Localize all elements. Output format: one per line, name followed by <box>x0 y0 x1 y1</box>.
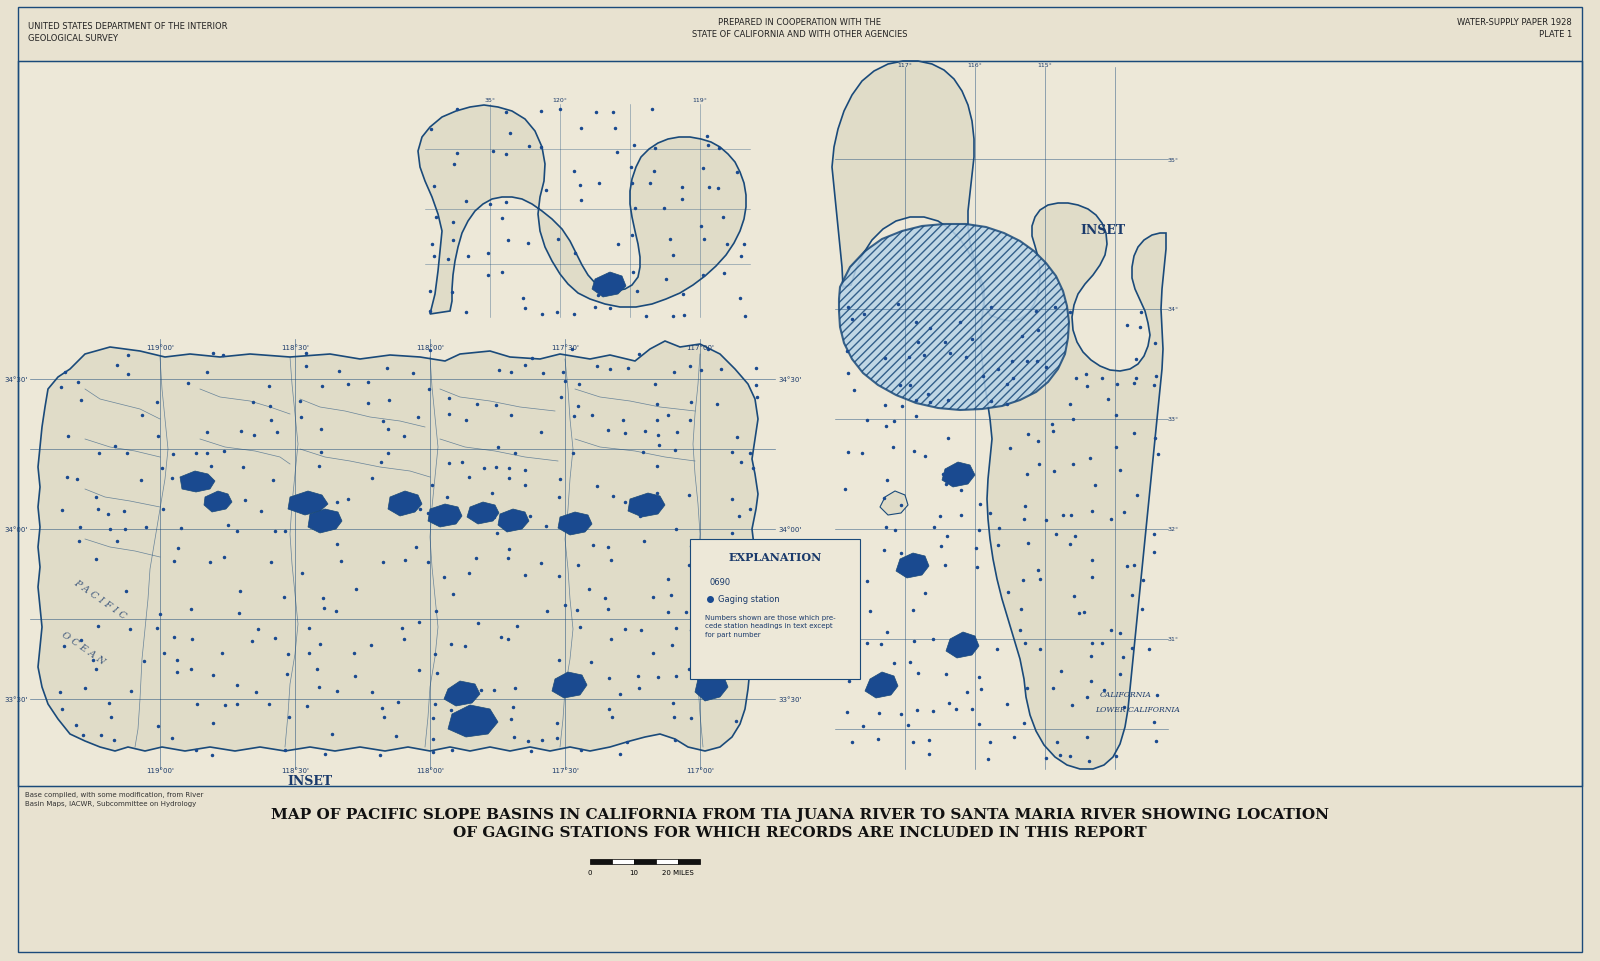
Bar <box>656 859 678 864</box>
Text: 10: 10 <box>629 869 638 875</box>
Bar <box>678 859 701 864</box>
Polygon shape <box>866 673 898 699</box>
Text: 120°: 120° <box>552 98 568 103</box>
Text: UNITED STATES DEPARTMENT OF THE INTERIOR: UNITED STATES DEPARTMENT OF THE INTERIOR <box>29 22 227 31</box>
Text: 34°00': 34°00' <box>5 527 29 532</box>
Text: 117°: 117° <box>898 62 912 68</box>
Polygon shape <box>838 225 1069 410</box>
Polygon shape <box>942 462 974 487</box>
Text: P A C I F I C: P A C I F I C <box>72 578 128 621</box>
Text: 119°: 119° <box>693 98 707 103</box>
Polygon shape <box>205 491 232 512</box>
Polygon shape <box>467 503 499 525</box>
Bar <box>590 859 611 864</box>
Text: INSET: INSET <box>1080 223 1125 236</box>
Text: 34°00': 34°00' <box>778 527 802 532</box>
Text: STATE OF CALIFORNIA AND WITH OTHER AGENCIES: STATE OF CALIFORNIA AND WITH OTHER AGENC… <box>693 30 907 39</box>
Text: 119°00': 119°00' <box>146 345 174 351</box>
Bar <box>18 62 1582 786</box>
Polygon shape <box>288 491 328 515</box>
Text: 117°30': 117°30' <box>550 345 579 351</box>
Polygon shape <box>698 648 734 676</box>
Text: 20 MILES: 20 MILES <box>662 869 694 875</box>
Text: 33°30': 33°30' <box>5 697 29 702</box>
Text: 0690: 0690 <box>710 578 731 586</box>
Polygon shape <box>694 674 728 702</box>
Text: 117°00': 117°00' <box>686 345 714 351</box>
Text: 34°30': 34°30' <box>778 377 802 382</box>
Text: O C E A N: O C E A N <box>61 629 107 666</box>
Text: WATER-SUPPLY PAPER 1928: WATER-SUPPLY PAPER 1928 <box>1458 18 1571 27</box>
Polygon shape <box>179 472 214 492</box>
Polygon shape <box>946 632 979 658</box>
Polygon shape <box>627 494 666 517</box>
Text: 35°: 35° <box>1168 158 1179 162</box>
Text: 115°: 115° <box>1038 62 1053 68</box>
Text: 119°00': 119°00' <box>146 767 174 774</box>
Polygon shape <box>498 509 530 532</box>
Text: PLATE 1: PLATE 1 <box>1539 30 1571 39</box>
Text: Base compiled, with some modification, from River
Basin Maps, IACWR, Subcommitte: Base compiled, with some modification, f… <box>26 791 203 806</box>
Text: 117°30': 117°30' <box>550 767 579 774</box>
Polygon shape <box>592 273 626 298</box>
Text: 116°: 116° <box>968 62 982 68</box>
Text: 34°30': 34°30' <box>5 377 29 382</box>
Text: CALIFORNIA: CALIFORNIA <box>1101 690 1152 699</box>
Bar <box>611 859 634 864</box>
Text: 32°: 32° <box>1168 527 1179 532</box>
Text: 117°00': 117°00' <box>686 767 714 774</box>
Polygon shape <box>896 554 930 579</box>
Text: 34°: 34° <box>1168 308 1179 312</box>
Text: 33°30': 33°30' <box>778 697 802 702</box>
Text: Numbers shown are those which pre-
cede station headings in text except
for part: Numbers shown are those which pre- cede … <box>706 614 835 637</box>
Text: 33°: 33° <box>1168 417 1179 422</box>
Bar <box>690 539 861 679</box>
Text: INSET: INSET <box>288 775 333 787</box>
Polygon shape <box>387 491 422 516</box>
Polygon shape <box>448 705 498 737</box>
Text: 118°30': 118°30' <box>282 767 309 774</box>
Polygon shape <box>307 509 342 533</box>
Polygon shape <box>429 505 462 528</box>
Text: LOWER CALIFORNIA: LOWER CALIFORNIA <box>1094 705 1179 713</box>
Bar <box>634 859 656 864</box>
Polygon shape <box>38 342 758 752</box>
Text: 0: 0 <box>587 869 592 875</box>
Polygon shape <box>832 62 1166 769</box>
Text: OF GAGING STATIONS FOR WHICH RECORDS ARE INCLUDED IN THIS REPORT: OF GAGING STATIONS FOR WHICH RECORDS ARE… <box>453 825 1147 839</box>
Text: Gaging station: Gaging station <box>718 595 779 604</box>
Text: GEOLOGICAL SURVEY: GEOLOGICAL SURVEY <box>29 34 118 43</box>
Text: 118°00': 118°00' <box>416 345 443 351</box>
Text: 35°: 35° <box>485 98 496 103</box>
Text: MAP OF PACIFIC SLOPE BASINS IN CALIFORNIA FROM TIA JUANA RIVER TO SANTA MARIA RI: MAP OF PACIFIC SLOPE BASINS IN CALIFORNI… <box>270 807 1330 821</box>
Text: EXPLANATION: EXPLANATION <box>728 552 822 562</box>
Text: 31°: 31° <box>1168 637 1179 642</box>
Polygon shape <box>880 491 909 515</box>
Polygon shape <box>445 681 480 706</box>
Polygon shape <box>558 512 592 535</box>
Text: 118°30': 118°30' <box>282 345 309 351</box>
Text: 118°00': 118°00' <box>416 767 443 774</box>
Polygon shape <box>552 673 587 699</box>
Text: PREPARED IN COOPERATION WITH THE: PREPARED IN COOPERATION WITH THE <box>718 18 882 27</box>
Polygon shape <box>418 106 746 314</box>
